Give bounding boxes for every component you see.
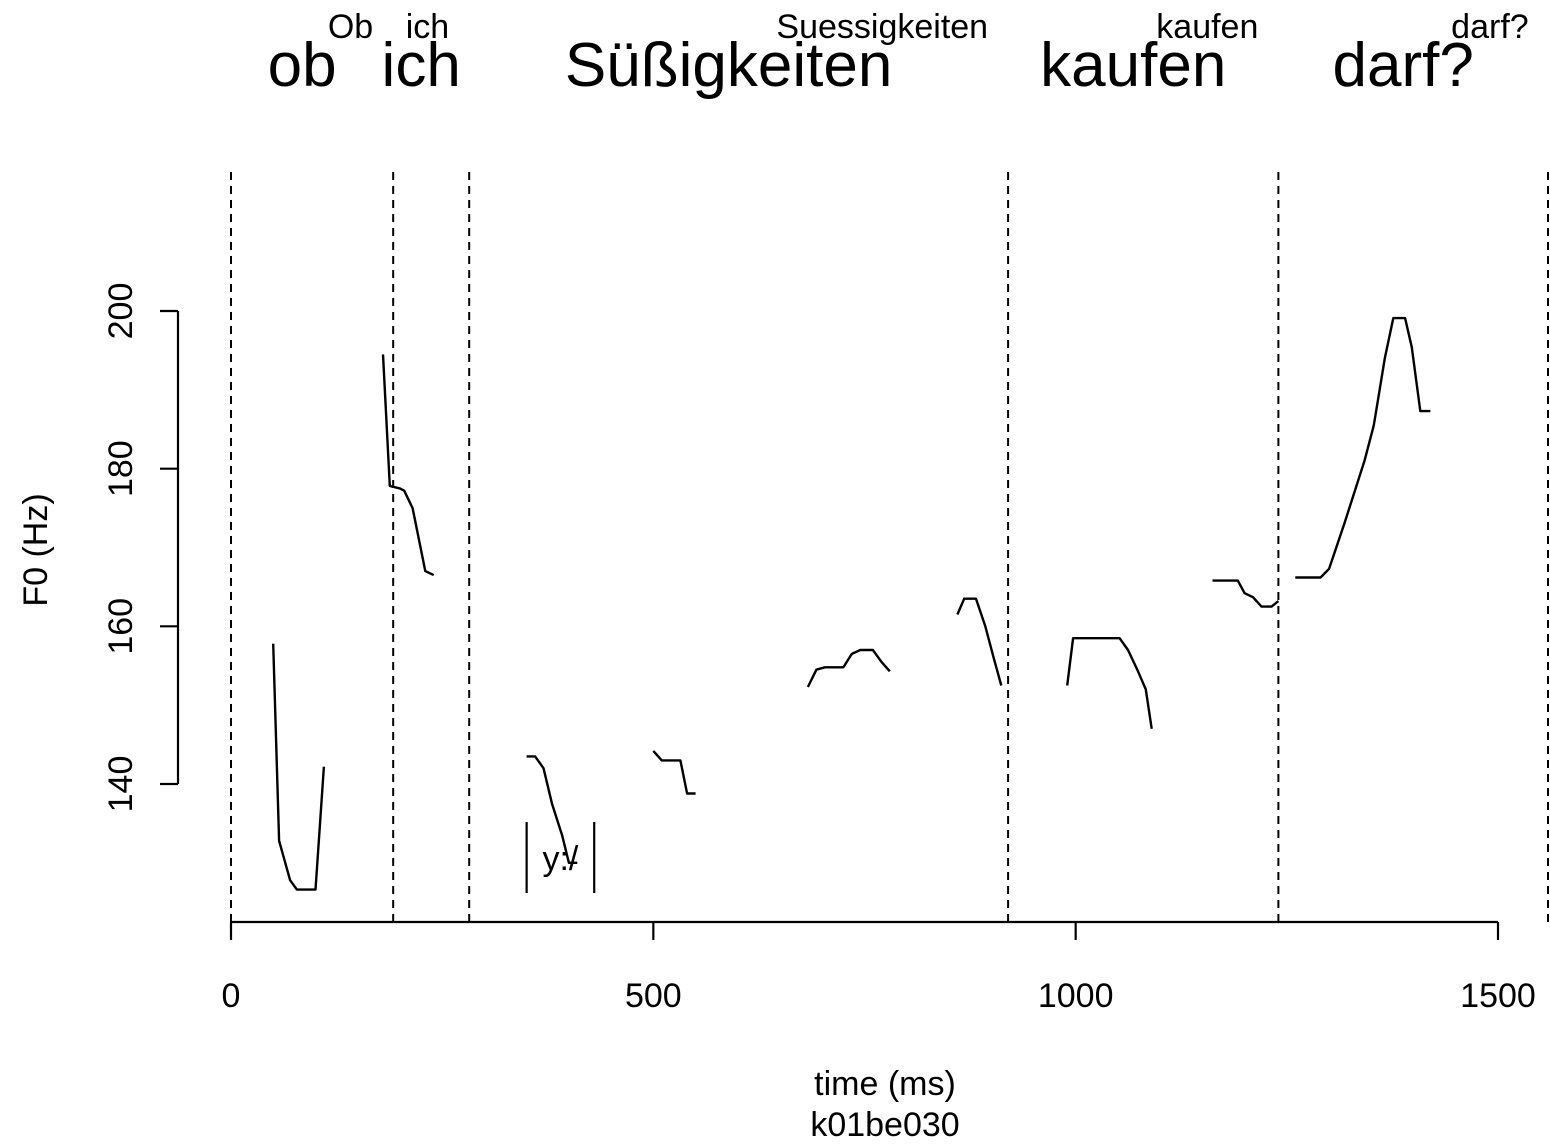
f0-contour-segment-7 xyxy=(1066,637,1153,729)
word-label: Süßigkeiten xyxy=(565,31,892,100)
f0-contour-segment-6 xyxy=(956,597,1003,686)
orthography-label: darf? xyxy=(1451,8,1529,46)
word-labels: ob ich Süßigkeiten kaufen darf? xyxy=(268,31,1474,100)
word-label: ich xyxy=(382,31,461,100)
phone-label: y:/ xyxy=(542,840,578,878)
x-axis: 0 500 1000 1500 xyxy=(222,920,1536,1015)
x-tick-label: 1500 xyxy=(1460,977,1536,1015)
f0-series xyxy=(272,316,1431,891)
y-tick-label: 180 xyxy=(102,440,140,497)
utterance-id-label: k01be030 xyxy=(810,1106,959,1144)
f0-contour-segment-2 xyxy=(381,354,435,577)
y-tick-label: 160 xyxy=(102,598,140,655)
x-tick-label: 500 xyxy=(625,977,682,1015)
f0-contour-segment-8 xyxy=(1212,579,1280,608)
x-tick-label: 0 xyxy=(222,977,241,1015)
orthography-label: kaufen xyxy=(1156,8,1258,46)
orthography-label: Ob xyxy=(328,8,373,46)
orthography-label: ich xyxy=(406,8,449,46)
word-boundary-lines xyxy=(230,172,1549,922)
f0-contour-segment-4 xyxy=(652,750,696,795)
f0-contour-segment-9 xyxy=(1295,316,1431,579)
f0-contour-segment-5 xyxy=(806,648,891,688)
y-tick-label: 200 xyxy=(102,283,140,340)
orthography-labels: Ob ich Suessigkeiten kaufen darf? xyxy=(328,8,1529,46)
word-label: ob xyxy=(268,31,337,100)
phone-annotations: y:/ xyxy=(525,822,596,893)
x-axis-title: time (ms) xyxy=(814,1065,956,1103)
y-axis-title: F0 (Hz) xyxy=(17,493,55,606)
f0-contour-segment-3 xyxy=(526,755,578,864)
orthography-label: Suessigkeiten xyxy=(776,8,988,46)
y-axis: 140 160 180 200 xyxy=(102,283,180,813)
word-label: darf? xyxy=(1333,31,1474,100)
word-label: kaufen xyxy=(1040,31,1226,100)
y-tick-label: 140 xyxy=(102,756,140,813)
x-tick-label: 1000 xyxy=(1038,977,1114,1015)
f0-contour-segment-1 xyxy=(272,643,326,891)
